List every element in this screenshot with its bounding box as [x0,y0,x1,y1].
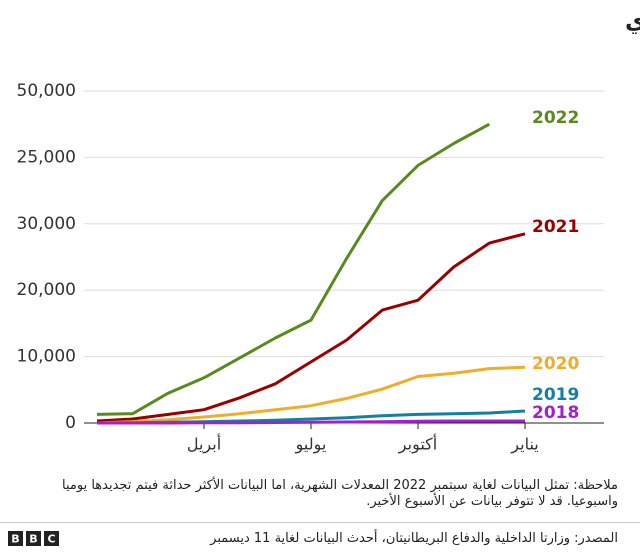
y-tick-label: 20,000 [17,280,76,300]
series-line [97,419,525,425]
y-tick-label: 30,000 [17,214,76,234]
source: المصدر: وزارتا الداخلية والدفاع البريطان… [210,531,618,546]
y-tick-label: 25,000 [17,147,76,167]
y-tick-label: 50,000 [17,81,76,101]
legend-label: 2021 [532,217,579,237]
legend-label: 2020 [532,354,579,374]
footer: B B C المصدر: وزارتا الداخلية والدفاع ال… [0,522,640,552]
series-line [96,232,526,423]
note: ملاحظة: تمثل البيانات لغاية سبتمبر 2022 … [62,478,618,509]
x-tick-label: أبريل [187,434,221,455]
x-tick-label: يناير [510,435,538,455]
chart-title: عدد الذين يصلون إلى بريطانيا بالزوارق عب… [625,9,640,35]
legend-label: 2018 [532,403,579,423]
y-tick-label: 0 [65,413,76,433]
svg-text:C: C [47,533,55,546]
series-line [96,122,491,416]
x-tick-label: يوليو [295,435,327,455]
svg-text:B: B [11,533,19,546]
series-line [96,365,526,425]
y-tick-label: 10,000 [17,347,76,367]
x-tick-label: أكتوبر [398,434,437,455]
chart: عدد الذين يصلون إلى بريطانيا بالزوارق عب… [17,9,640,455]
legend-label: 2022 [532,108,579,128]
svg-text:B: B [29,533,37,546]
legend-label: 2019 [532,385,579,405]
bbc-logo: B B C [8,531,59,546]
